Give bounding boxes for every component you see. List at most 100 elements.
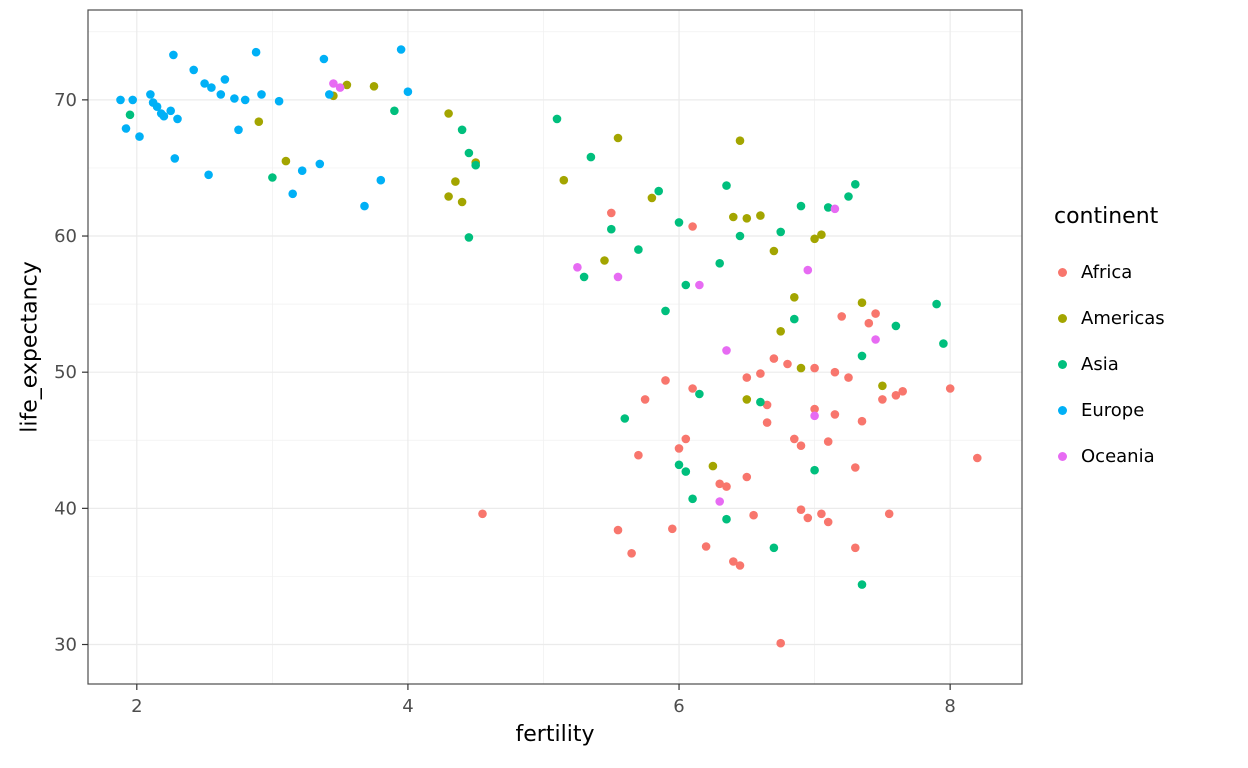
data-point-europe [170,154,180,163]
data-point-americas [254,117,264,126]
data-point-africa [762,418,772,427]
data-point-europe [240,95,250,105]
data-point-asia [939,339,948,348]
data-point-oceania [329,79,338,88]
data-point-africa [817,509,826,519]
data-point-asia [634,245,643,254]
data-point-asia [620,414,630,423]
data-point-europe [216,90,226,99]
data-point-americas [742,214,752,223]
data-point-africa [810,404,819,414]
data-point-europe [288,189,298,199]
data-point-africa [871,309,880,318]
data-point-asia [552,114,562,124]
data-point-europe [257,90,266,99]
legend: continent Africa Americas Asia Europe Oceani… [1052,204,1165,479]
data-point-africa [627,549,636,558]
data-point-asia [722,181,731,190]
data-point-americas [790,293,799,302]
data-point-europe [128,95,137,105]
legend-key-dot-icon [1058,405,1067,415]
data-point-asia [695,389,704,399]
data-point-africa [776,638,785,648]
data-point-europe [376,175,386,185]
data-point-africa [857,416,867,426]
data-point-africa [945,384,955,393]
data-point-oceania [715,497,724,506]
data-point-africa [729,557,738,566]
data-point-asia [674,460,684,470]
x-axis-title: fertility [515,722,595,747]
legend-item-europe: Europe [1052,387,1165,433]
legend-item-label: Africa [1081,261,1133,283]
data-point-americas [810,234,819,244]
data-point-europe [189,65,198,75]
data-point-europe [152,102,162,111]
data-point-europe [234,125,243,135]
data-point-africa [688,384,697,393]
data-point-europe [396,45,406,54]
data-point-oceania [335,83,345,92]
data-point-asia [654,186,663,196]
data-point-americas [769,246,779,256]
data-point-oceania [695,280,704,290]
data-point-europe [135,132,144,141]
data-point-oceania [871,335,880,344]
data-point-europe [121,124,131,133]
data-point-africa [796,441,806,451]
data-point-africa [830,367,840,377]
data-point-asia [857,351,867,361]
data-point-europe [274,96,284,106]
legend-key-dot-icon [1058,267,1067,277]
data-point-asia [268,173,277,182]
data-point-americas [729,212,738,222]
data-point-africa [613,525,623,535]
panel-border [87,9,1023,685]
data-point-asia [586,152,596,162]
data-point-asia [457,125,467,135]
y-tick-label: 30 [54,635,77,656]
data-point-africa [735,561,745,570]
data-point-africa [756,369,765,378]
data-point-africa [837,312,846,321]
data-point-africa [674,444,684,453]
legend-item-label: Americas [1081,307,1165,329]
data-point-africa [823,517,833,527]
data-point-oceania [573,263,582,272]
data-point-africa [891,391,901,400]
data-point-americas [878,381,887,391]
data-point-europe [315,159,325,169]
data-point-asia [464,233,474,242]
data-point-europe [319,54,329,64]
data-point-asia [769,543,779,553]
data-point-africa [823,437,833,446]
data-point-asia [857,580,867,589]
data-point-asia [471,160,481,170]
data-point-africa [640,395,650,404]
data-point-asia [464,148,474,158]
data-point-europe [220,75,230,84]
data-point-africa [783,359,792,369]
data-point-africa [742,373,752,382]
data-point-africa [722,482,731,491]
data-point-europe [116,95,125,105]
x-tick-label: 4 [402,696,413,717]
data-point-africa [884,509,894,519]
data-point-oceania [803,265,813,275]
data-point-asia [851,180,860,189]
data-point-europe [200,79,209,88]
data-point-americas [559,175,569,185]
data-point-asia [932,299,941,309]
data-point-americas [600,256,609,265]
data-point-asia [681,280,691,290]
data-point-asia [823,203,833,212]
data-point-asia [579,272,589,282]
data-point-americas [369,82,379,91]
data-point-africa [796,505,806,514]
data-point-asia [776,227,785,237]
data-point-africa [762,400,772,410]
data-point-americas [281,156,291,166]
legend-item-americas: Americas [1052,295,1165,341]
